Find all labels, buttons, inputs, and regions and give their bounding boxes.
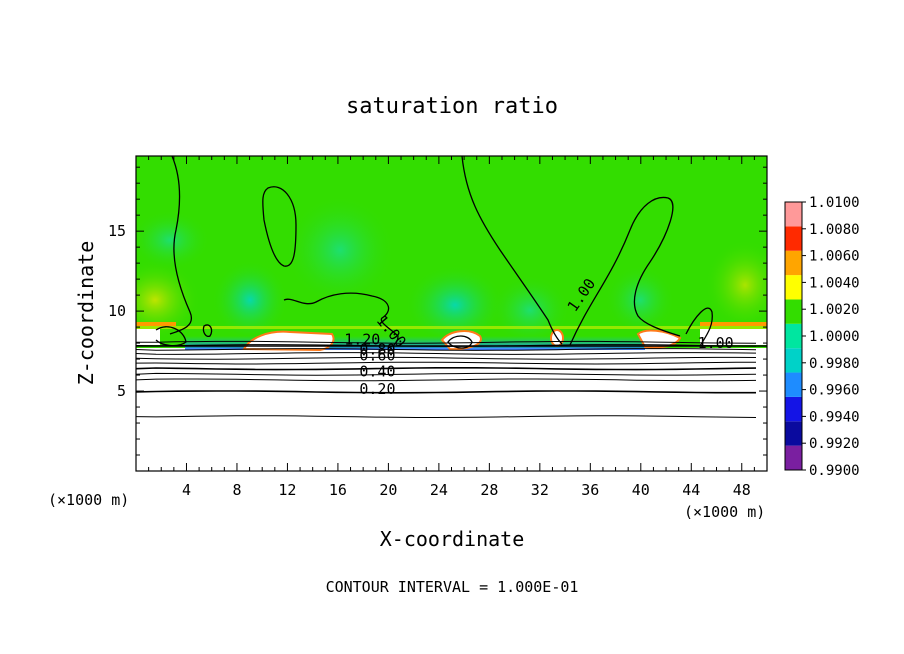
colorbar-swatch-4 [785, 348, 802, 373]
colorbar-label-2: 0.9940 [809, 409, 860, 425]
x-tick-label-4: 4 [182, 481, 191, 499]
y-tick-label-15: 15 [108, 222, 126, 240]
field-cyan-2 [285, 195, 395, 305]
colorbar-label-3: 0.9960 [809, 383, 860, 399]
contour-line-1 [136, 390, 756, 394]
x-axis-ticks: 4 8 12 16 20 24 28 32 36 40 44 48 [148, 156, 755, 499]
colorbar-label-6: 1.0020 [809, 302, 860, 318]
contour-line-0 [136, 415, 757, 418]
x-tick-label-8: 8 [232, 481, 241, 499]
contour-line-6 [136, 356, 757, 360]
contour-line-4 [136, 367, 757, 371]
field-cyan-1 [212, 260, 288, 340]
field-white-strip-right [700, 329, 767, 345]
contour-label-3: 0.40 [359, 363, 395, 381]
contour-label-7: 1.00 [698, 334, 734, 352]
field-cyan-6 [136, 210, 210, 270]
colorbar-label-9: 1.0080 [809, 222, 860, 238]
contour-label-1: 0.80 [359, 340, 395, 358]
colorbar-label-10: 1.0100 [809, 195, 860, 211]
colorbar-swatch-10 [785, 202, 802, 227]
patch-4 [636, 329, 682, 349]
x-tick-label-32: 32 [531, 481, 549, 499]
contour-label-0: 1.20 [344, 331, 380, 349]
x-unit-left: (×1000 m) [48, 491, 129, 509]
colorbar-swatch-5 [785, 323, 802, 349]
contour-line-8 [136, 348, 757, 351]
contour-1-right [461, 156, 563, 345]
field-lower-white [136, 348, 767, 471]
contour-label-2: 0.60 [359, 347, 395, 365]
field-yellow-right [705, 240, 767, 330]
x-tick-label-36: 36 [581, 481, 599, 499]
contour-lines-upper [155, 156, 713, 349]
x-tick-label-44: 44 [682, 481, 700, 499]
y-axis-label: Z-coordinate [74, 241, 98, 386]
contour-1-left [169, 156, 193, 335]
colorbar-swatch-3 [785, 372, 802, 397]
field-yellow-strip [136, 326, 767, 329]
colorbar-label-4: 0.9980 [809, 356, 860, 372]
contour-interval-footer: CONTOUR INTERVAL = 1.000E-01 [326, 578, 579, 596]
x-tick-label-48: 48 [733, 481, 751, 499]
field-cyan-3 [405, 265, 505, 345]
contour-1-mid [283, 292, 399, 349]
chart-title: saturation ratio [346, 94, 558, 119]
colorbar-swatch-8 [785, 250, 802, 276]
colorbar-swatch-9 [785, 226, 802, 251]
contour-label-4: 0.20 [359, 380, 395, 398]
contour-line-5 [136, 361, 757, 365]
colorbar-swatch-2 [785, 396, 802, 422]
x-tick-label-12: 12 [278, 481, 296, 499]
contour-line-2 [136, 378, 757, 382]
contour-line-3 [136, 372, 757, 376]
contour-lines-stratified [136, 340, 757, 418]
x-tick-label-24: 24 [430, 481, 448, 499]
plot-area [136, 156, 767, 471]
y-axis-ticks: 5 10 15 [108, 166, 767, 456]
x-tick-label-28: 28 [480, 481, 498, 499]
x-unit-right: (×1000 m) [684, 503, 765, 521]
colorbar-label-1: 0.9920 [809, 436, 860, 452]
colorbar-swatch-0 [785, 445, 802, 470]
y-tick-label-5: 5 [117, 382, 126, 400]
contour-line-10 [136, 340, 757, 344]
x-tick-label-20: 20 [379, 481, 397, 499]
contour-line-7 [136, 352, 757, 355]
colorbar-swatch-7 [785, 275, 802, 300]
field-orange-strip-left [136, 322, 176, 326]
colorbar-label-7: 1.0040 [809, 275, 860, 291]
colorbar-swatch-1 [785, 421, 802, 446]
contour-1-small-blob [202, 324, 213, 338]
colorbar-swatch-6 [785, 299, 802, 324]
colorbar-label-0: 0.9900 [809, 463, 860, 479]
y-tick-label-10: 10 [108, 302, 126, 320]
contour-1-blob [262, 186, 297, 267]
colorbar: 0.9900 0.9920 0.9940 0.9960 0.9980 1.0000 1.00… [784, 195, 860, 479]
contour-1-right2 [569, 196, 681, 346]
field-white-strip-left [136, 329, 160, 345]
x-axis-label: X-coordinate [380, 527, 525, 551]
field-yellow-left [136, 260, 200, 340]
x-tick-label-40: 40 [632, 481, 650, 499]
field-cyan-5 [605, 265, 675, 335]
contour-1-far-right [685, 307, 713, 347]
field-orange-strip-right [700, 322, 767, 326]
colorbar-label-8: 1.0060 [809, 249, 860, 265]
x-tick-label-16: 16 [329, 481, 347, 499]
colorbar-label-5: 1.0000 [809, 329, 860, 345]
